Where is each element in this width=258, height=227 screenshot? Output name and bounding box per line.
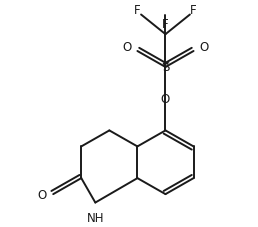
Text: O: O: [199, 41, 208, 54]
Text: F: F: [190, 4, 197, 17]
Text: O: O: [37, 188, 46, 201]
Text: NH: NH: [87, 211, 104, 224]
Text: F: F: [162, 18, 169, 31]
Text: F: F: [134, 4, 141, 17]
Text: S: S: [162, 61, 169, 74]
Text: O: O: [161, 93, 170, 106]
Text: O: O: [123, 41, 132, 54]
